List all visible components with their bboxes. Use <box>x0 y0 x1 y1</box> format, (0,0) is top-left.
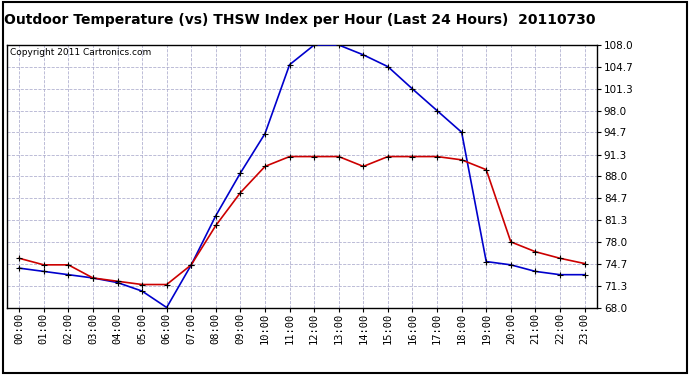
Text: Copyright 2011 Cartronics.com: Copyright 2011 Cartronics.com <box>10 48 151 57</box>
Text: Outdoor Temperature (vs) THSW Index per Hour (Last 24 Hours)  20110730: Outdoor Temperature (vs) THSW Index per … <box>4 13 596 27</box>
